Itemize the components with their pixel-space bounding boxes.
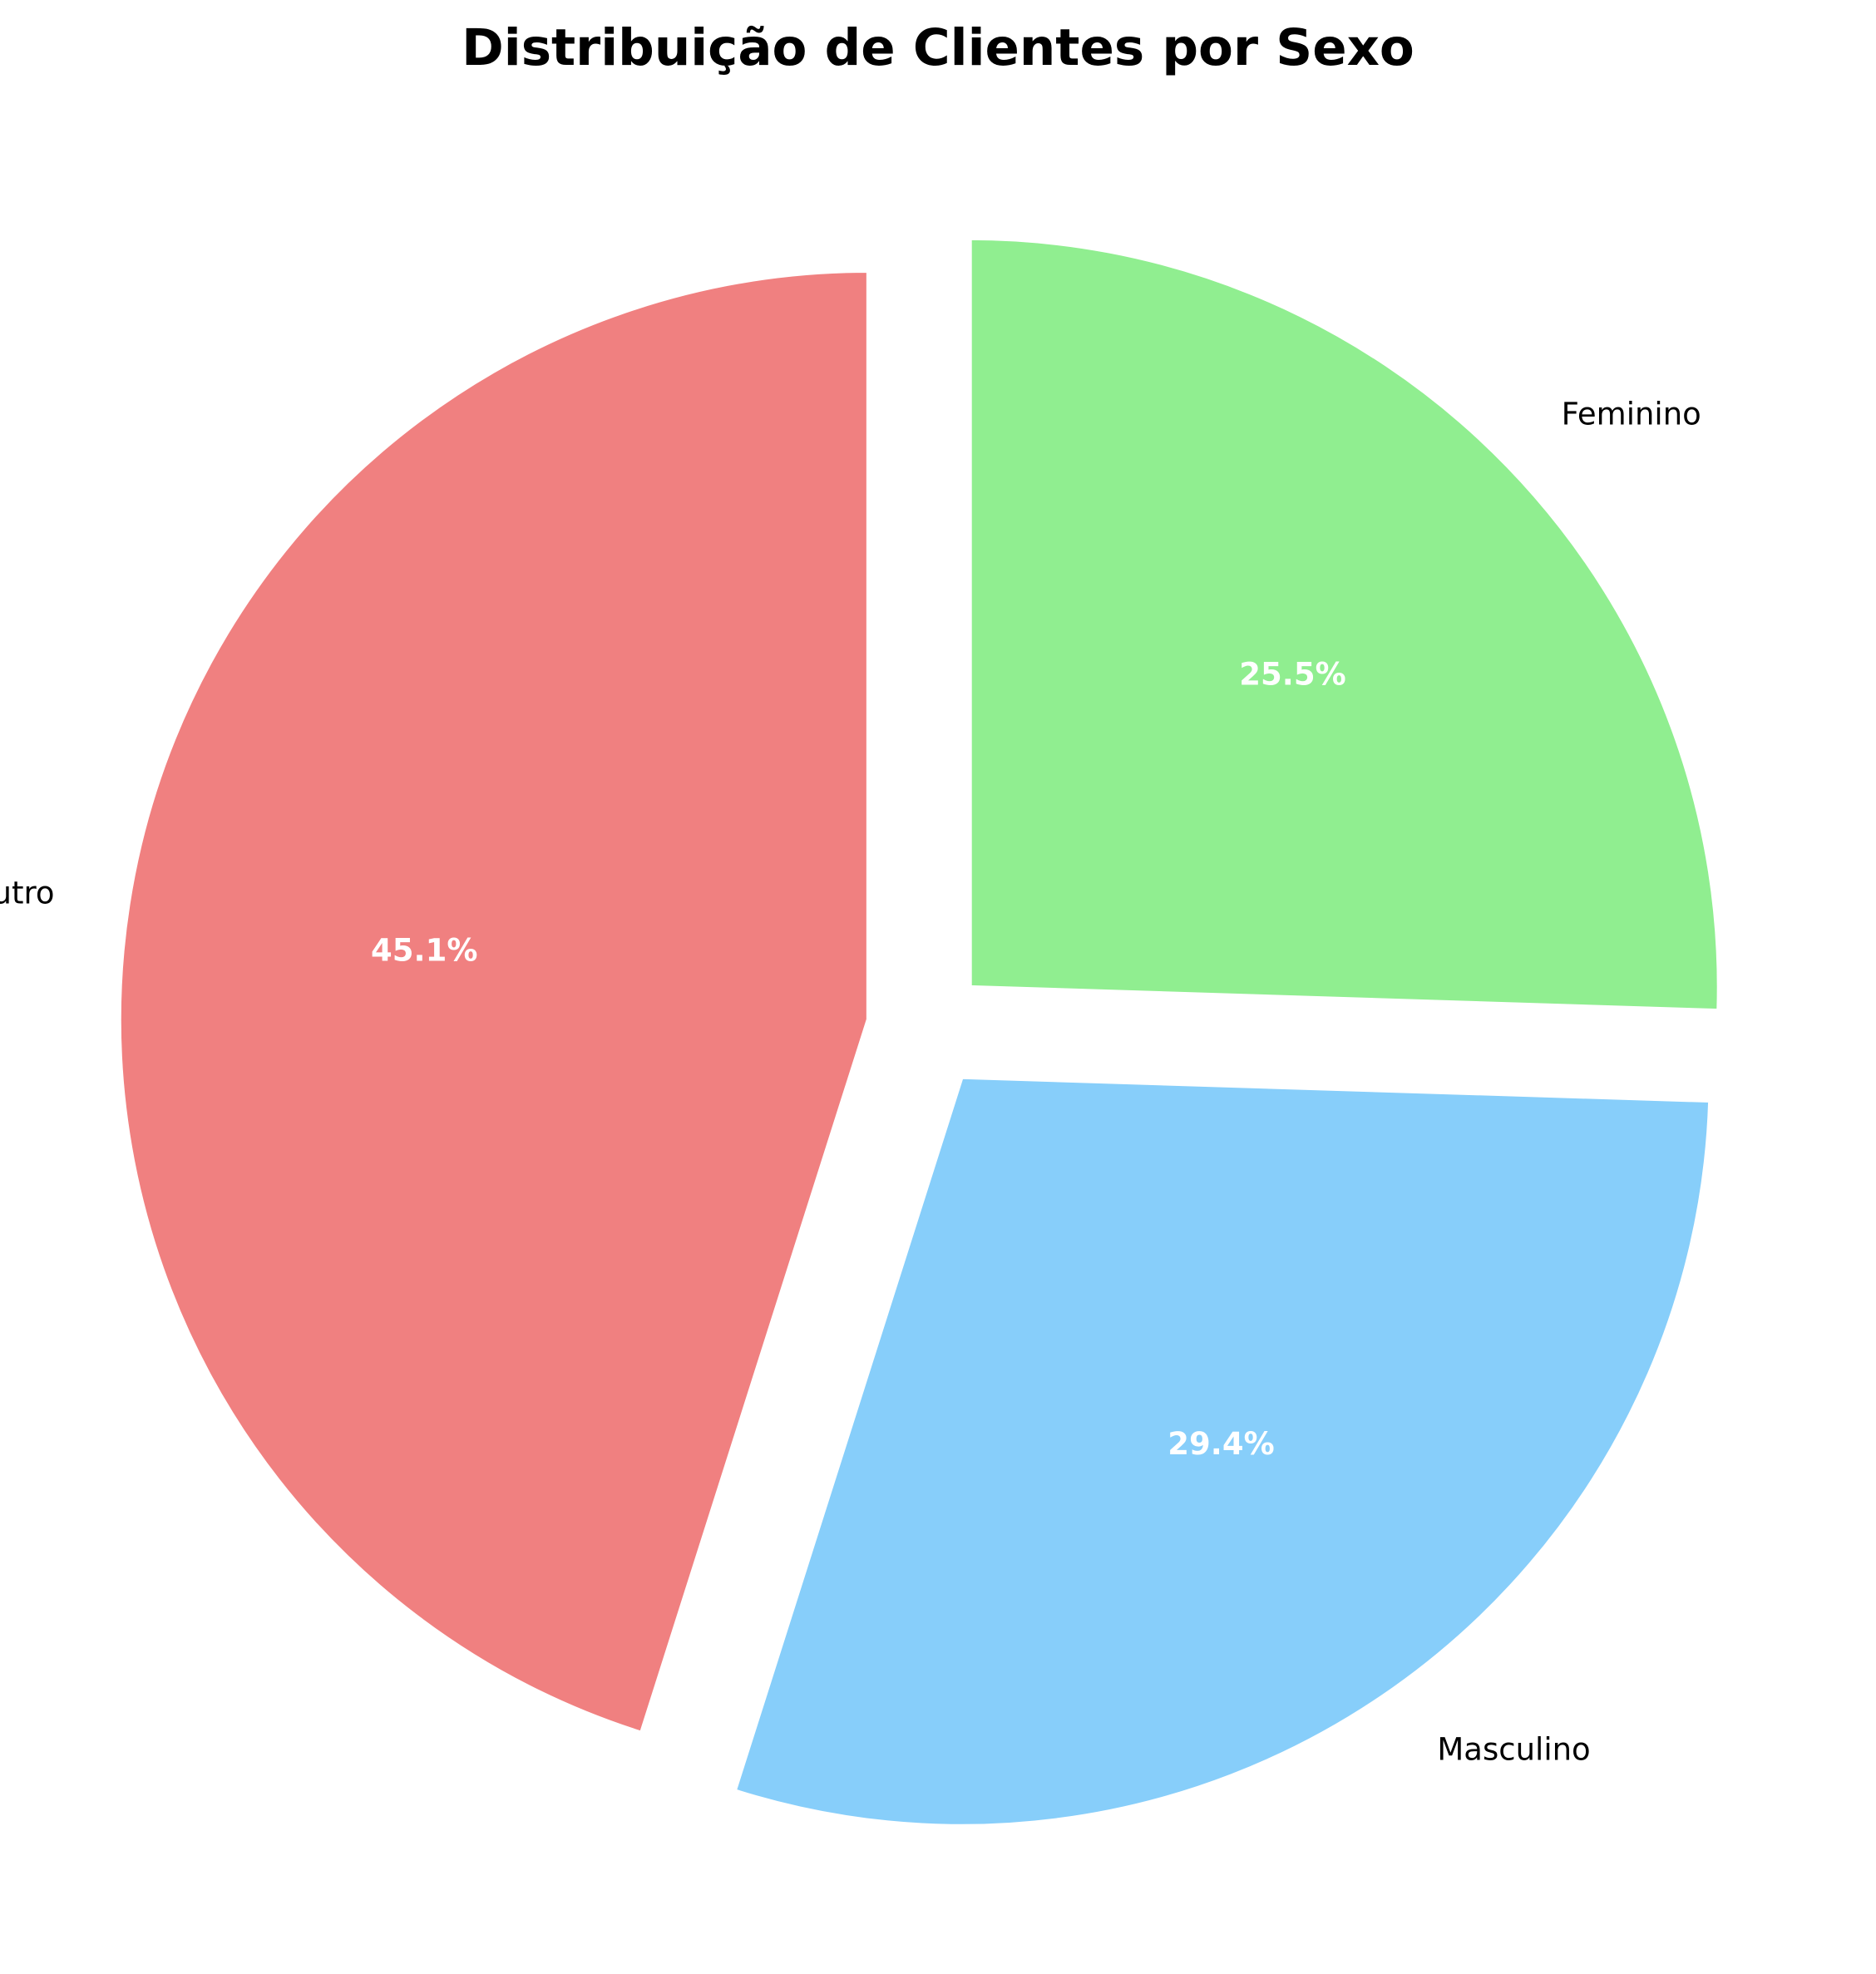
slice-label-feminino: Feminino xyxy=(1562,396,1701,432)
pie-labels: 45.1% Outro 29.4% Masculino 25.5% Feminino xyxy=(0,396,1701,1767)
pct-label-feminino: 25.5% xyxy=(1239,657,1345,693)
pie-slices xyxy=(117,236,1720,1828)
pct-label-masculino: 29.4% xyxy=(1168,1426,1274,1462)
slice-label-masculino: Masculino xyxy=(1437,1731,1590,1767)
pct-label-outro: 45.1% xyxy=(371,933,477,969)
pie-slice-masculino xyxy=(733,1075,1712,1828)
pie-slice-outro xyxy=(117,269,870,1735)
slice-label-outro: Outro xyxy=(0,876,55,911)
chart-title: Distribuição de Clientes por Sexo xyxy=(462,18,1414,77)
pie-slice-feminino xyxy=(968,236,1720,1013)
